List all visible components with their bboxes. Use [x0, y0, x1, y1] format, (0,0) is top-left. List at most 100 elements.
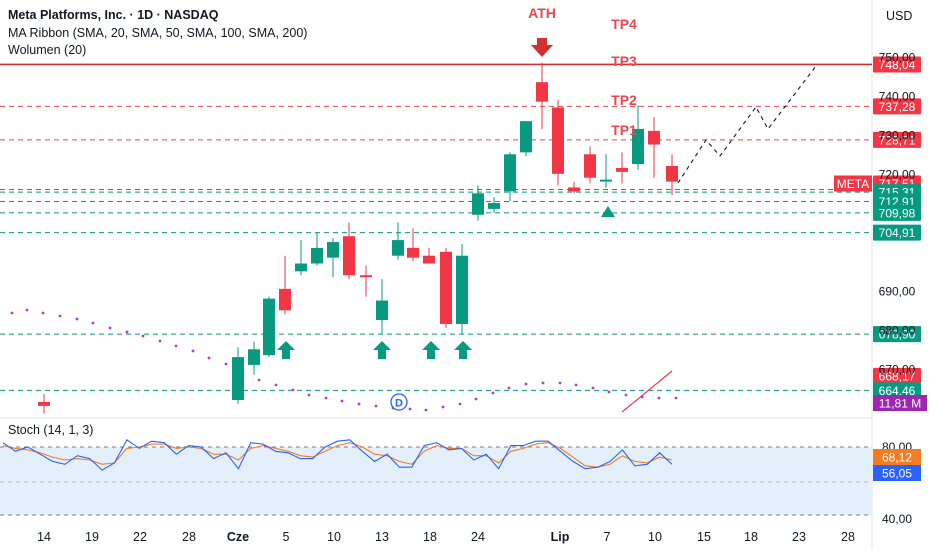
stoch-d-label-box[interactable] [873, 449, 921, 465]
candle-body[interactable] [472, 193, 484, 215]
candle-body[interactable] [360, 275, 372, 278]
ma-dot [524, 382, 528, 386]
stoch-d-label[interactable]: 68,12 [882, 451, 912, 465]
tp1-label[interactable]: TP1 [611, 122, 637, 138]
candle-body[interactable] [232, 357, 244, 400]
candle-body[interactable] [616, 167, 628, 172]
ma-dot [657, 396, 661, 400]
price-label[interactable]: 737,28 [879, 100, 916, 114]
volume-tag-box[interactable] [873, 395, 927, 411]
candle-body[interactable] [295, 263, 307, 272]
symbol-tag-box[interactable] [834, 175, 872, 192]
candle-body[interactable] [407, 247, 419, 258]
time-tick: Lip [551, 530, 570, 544]
candle-body[interactable] [327, 242, 339, 258]
ma-dot [474, 397, 478, 401]
ath-label[interactable]: ATH [528, 5, 556, 21]
ma-dot [607, 390, 611, 394]
volume-tag[interactable]: 11,81 M [879, 397, 921, 411]
red-trend-line[interactable] [621, 370, 673, 413]
dividend-icon[interactable] [390, 393, 408, 411]
ma-dot [125, 330, 129, 334]
ma-dot [424, 408, 428, 412]
buy-arrow-icon[interactable] [277, 341, 295, 359]
ma-dot [674, 396, 678, 400]
candle-body[interactable] [536, 82, 548, 102]
candle-body[interactable] [440, 251, 452, 324]
candle-body[interactable] [248, 349, 260, 365]
price-label[interactable]: 748,04 [879, 58, 916, 72]
dividend-label[interactable]: D [395, 398, 403, 410]
price-label[interactable]: 728,71 [879, 133, 916, 147]
price-label-box[interactable] [873, 367, 921, 384]
ma-ribbon-legend[interactable]: MA Ribbon (SMA, 20, SMA, 50, SMA, 100, S… [8, 26, 308, 40]
candle-body[interactable] [552, 107, 564, 174]
tp2-label[interactable]: TP2 [611, 92, 637, 108]
stoch-k-line[interactable] [2, 438, 673, 471]
ma-dot [207, 356, 211, 360]
time-tick: 18 [423, 530, 437, 544]
stoch-band-layer [0, 446, 872, 516]
candle-body[interactable] [488, 203, 500, 209]
candle-body[interactable] [648, 130, 660, 145]
ma-dot [408, 407, 412, 411]
symbol-title[interactable]: Meta Platforms, Inc. · 1D · NASDAQ [8, 8, 219, 22]
time-axis: 14 19 22 28 Cze 5 10 13 18 24 Lip 7 10 15 18 23 28 [37, 530, 855, 544]
ma-dot [25, 308, 29, 312]
buy-arrow-icon[interactable] [422, 341, 440, 359]
candle-body[interactable] [376, 300, 388, 321]
time-tick: 14 [37, 530, 51, 544]
time-tick: 23 [792, 530, 806, 544]
price-label[interactable]: 704,91 [879, 226, 916, 240]
candle-body[interactable] [38, 401, 50, 406]
ma-dot [624, 393, 628, 397]
price-label-box[interactable] [873, 98, 921, 115]
candle-body[interactable] [584, 154, 596, 178]
buy-arrow-icon[interactable] [454, 341, 472, 359]
ma-dot [191, 349, 195, 353]
stoch-k-label[interactable]: 56,05 [882, 467, 912, 481]
price-label-box[interactable] [873, 224, 921, 241]
price-tick: 670,00 [879, 362, 916, 376]
candle-body[interactable] [456, 255, 468, 324]
tp4-label[interactable]: TP4 [611, 16, 637, 32]
candle-body[interactable] [311, 247, 323, 264]
candle-body[interactable] [666, 166, 678, 182]
candle-body[interactable] [263, 298, 275, 356]
price-label[interactable]: 678,90 [879, 328, 916, 342]
symbol-tag[interactable]: META [837, 177, 869, 191]
price-label[interactable]: 668,17 [879, 369, 916, 383]
candle-body[interactable] [504, 154, 516, 192]
volume-legend[interactable]: Wolumen (20) [8, 43, 87, 57]
candle-body[interactable] [520, 121, 532, 153]
price-label-box[interactable] [873, 56, 921, 73]
price-label-box[interactable] [873, 382, 921, 399]
candle-body[interactable] [343, 236, 355, 276]
price-label-box[interactable] [873, 326, 921, 343]
stoch-k-label-box[interactable] [873, 465, 921, 481]
ma-dot [291, 388, 295, 392]
candle-body[interactable] [279, 288, 291, 311]
price-label-box[interactable] [873, 131, 921, 148]
buy-arrow-icon[interactable] [373, 341, 391, 359]
price-tick: 680,00 [879, 323, 916, 337]
price-tick: 690,00 [879, 284, 916, 298]
triangle-marker-icon[interactable] [601, 206, 615, 217]
candle-body[interactable] [423, 255, 435, 264]
stoch-legend[interactable]: Stoch (14, 1, 3) [8, 423, 94, 437]
candle-body[interactable] [600, 179, 612, 182]
ath-arrow-icon[interactable] [531, 38, 553, 57]
ma-dot [558, 381, 562, 385]
price-label[interactable]: 709,98 [879, 206, 916, 220]
price-label[interactable]: 664,46 [879, 384, 916, 398]
candle-body[interactable] [392, 240, 404, 256]
price-label-box[interactable] [873, 204, 921, 221]
projection-path[interactable] [677, 65, 817, 184]
candle-body[interactable] [632, 128, 644, 165]
tp3-label[interactable]: TP3 [611, 53, 637, 69]
currency-label[interactable]: USD [886, 9, 913, 23]
candle-body[interactable] [568, 187, 580, 192]
time-tick: 10 [327, 530, 341, 544]
